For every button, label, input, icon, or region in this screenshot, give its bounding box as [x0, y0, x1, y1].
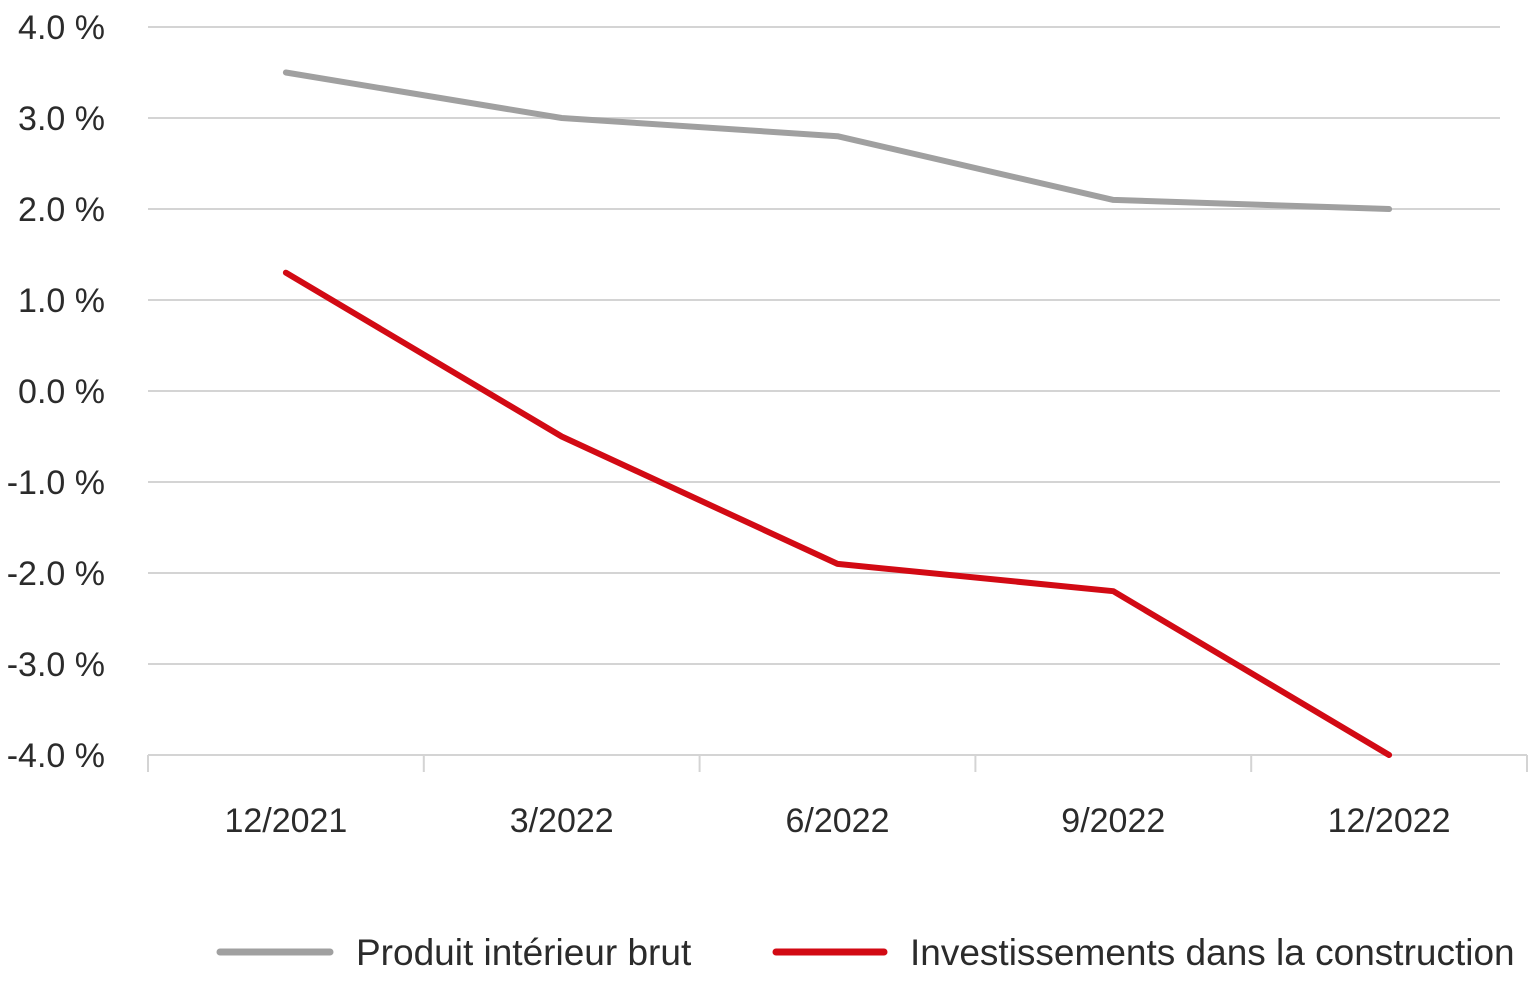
y-tick-label: 2.0 % [18, 191, 105, 229]
y-axis: 4.0 % 3.0 % 2.0 % 1.0 % 0.0 % -1.0 % -2.0 % -3.… [7, 9, 105, 775]
y-tick-label: 0.0 % [18, 373, 105, 411]
x-tick-label: 9/2022 [1061, 802, 1165, 840]
legend-item-construction: Investissements dans la construction [772, 932, 1515, 973]
y-tick-label: 3.0 % [18, 100, 105, 138]
gridlines [148, 26, 1500, 665]
y-tick-label: 4.0 % [18, 9, 105, 47]
legend-item-gdp: Produit intérieur brut [216, 932, 692, 973]
y-tick-label: 1.0 % [18, 282, 105, 320]
y-tick-label: -1.0 % [7, 464, 105, 502]
x-axis: 12/2021 3/2022 6/2022 9/2022 12/2022 [147, 754, 1528, 840]
x-tick-label: 6/2022 [786, 802, 890, 840]
y-tick-label: -3.0 % [7, 646, 105, 684]
y-tick-label: -2.0 % [7, 555, 105, 593]
y-tick-label: -4.0 % [7, 737, 105, 775]
x-tick-label: 12/2021 [224, 802, 347, 840]
legend-label-construction: Investissements dans la construction [910, 932, 1515, 973]
series [282, 69, 1393, 758]
x-tick-label: 3/2022 [510, 802, 614, 840]
legend-label-gdp: Produit intérieur brut [356, 932, 692, 973]
legend: Produit intérieur brut Investissements d… [216, 932, 1515, 973]
series-line-1 [282, 269, 1393, 758]
x-tick-label: 12/2022 [1328, 802, 1451, 840]
series-line-0 [282, 69, 1393, 212]
